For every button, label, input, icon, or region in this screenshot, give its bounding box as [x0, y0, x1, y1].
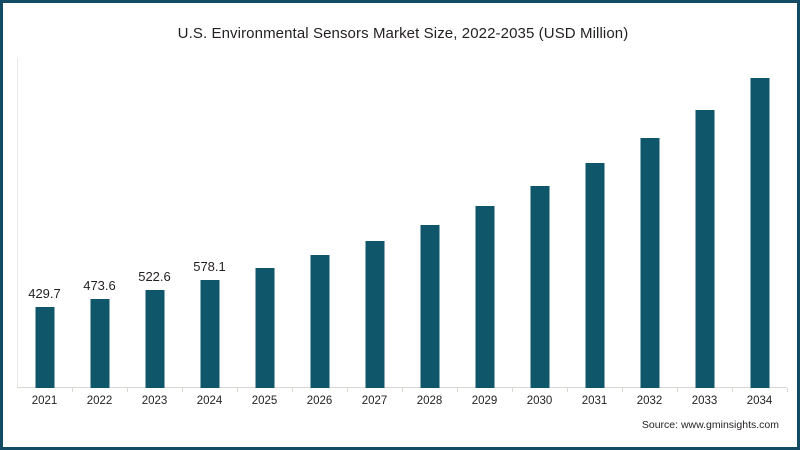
bar-value-label: 522.6 [138, 269, 171, 285]
bar-group [732, 58, 787, 388]
x-axis-label: 2028 [416, 395, 443, 407]
bar[interactable] [530, 186, 549, 388]
bar-group: 473.6 [72, 58, 127, 388]
x-axis-tick [457, 388, 458, 392]
bar-group [457, 58, 512, 388]
bar[interactable] [310, 255, 329, 388]
bar-group: 522.6 [127, 58, 182, 388]
chart-title: U.S. Environmental Sensors Market Size, … [177, 25, 629, 42]
bar-group: 578.1 [182, 58, 237, 388]
plot-area: 429.7 473.6 522.6 578.1 [17, 58, 788, 392]
x-axis-tick [512, 388, 513, 392]
x-axis-tick [237, 388, 238, 392]
x-axis-tick [677, 388, 678, 392]
x-axis-tick [787, 388, 788, 392]
x-axis-label: 2030 [526, 395, 553, 407]
bar[interactable] [35, 307, 54, 388]
x-axis-tick [292, 388, 293, 392]
bar[interactable] [90, 299, 109, 388]
bar-group: 429.7 [17, 58, 72, 388]
bar-group [347, 58, 402, 388]
bar-group [622, 58, 677, 388]
bar-group [292, 58, 347, 388]
bar[interactable] [695, 109, 714, 388]
x-axis-tick [347, 388, 348, 392]
x-axis-label: 2026 [306, 395, 333, 407]
bar-value-label: 429.7 [28, 286, 61, 302]
bar-value-label: 473.6 [83, 278, 116, 294]
bar[interactable] [475, 206, 494, 388]
x-axis-label: 2031 [581, 395, 608, 407]
bar-group [512, 58, 567, 388]
x-axis-tick [732, 388, 733, 392]
bar[interactable] [585, 163, 604, 388]
bar[interactable] [200, 279, 219, 388]
x-axis-label: 2034 [746, 395, 773, 407]
x-axis-tick [72, 388, 73, 392]
x-axis-label: 2029 [471, 395, 498, 407]
bar-group [567, 58, 622, 388]
bar[interactable] [750, 77, 769, 388]
x-axis-label: 2025 [251, 395, 278, 407]
bar-group [402, 58, 457, 388]
x-axis-tick [182, 388, 183, 392]
x-axis-label: 2021 [31, 395, 58, 407]
bar[interactable] [365, 240, 384, 388]
x-axis-label: 2033 [691, 395, 718, 407]
x-axis-label: 2024 [196, 395, 223, 407]
x-axis-tick [567, 388, 568, 392]
x-axis-label: 2022 [86, 395, 113, 407]
bar-group [677, 58, 732, 388]
bar-value-label: 578.1 [193, 258, 226, 274]
x-axis-label: 2023 [141, 395, 168, 407]
y-axis-line [17, 58, 18, 388]
bar[interactable] [255, 268, 274, 388]
x-axis-label: 2032 [636, 395, 663, 407]
bar[interactable] [420, 224, 439, 388]
bar[interactable] [145, 290, 164, 388]
x-axis-line [17, 387, 787, 388]
x-axis-label: 2027 [361, 395, 388, 407]
x-axis-tick [127, 388, 128, 392]
x-axis-tick [402, 388, 403, 392]
bar[interactable] [640, 138, 659, 388]
x-axis-tick [622, 388, 623, 392]
source-attribution: Source: www.gminsights.com [641, 419, 779, 431]
bar-group [237, 58, 292, 388]
